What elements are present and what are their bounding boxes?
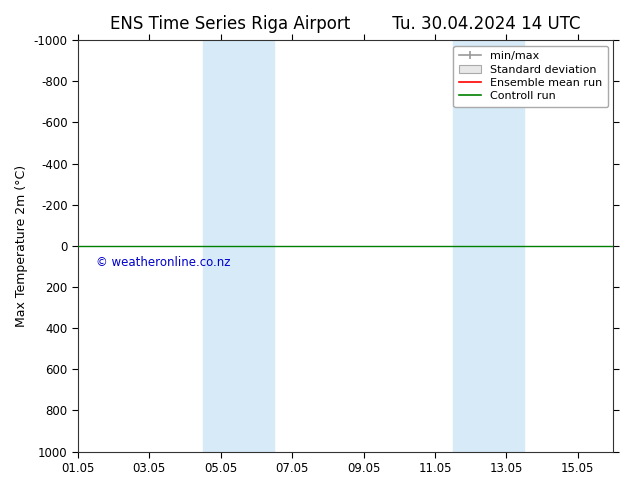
Bar xyxy=(203,40,275,452)
Text: © weatheronline.co.nz: © weatheronline.co.nz xyxy=(96,256,230,269)
Legend: min/max, Standard deviation, Ensemble mean run, Controll run: min/max, Standard deviation, Ensemble me… xyxy=(453,46,608,107)
Title: ENS Time Series Riga Airport        Tu. 30.04.2024 14 UTC: ENS Time Series Riga Airport Tu. 30.04.2… xyxy=(110,15,581,33)
Y-axis label: Max Temperature 2m (°C): Max Temperature 2m (°C) xyxy=(15,165,28,327)
Bar xyxy=(453,40,524,452)
